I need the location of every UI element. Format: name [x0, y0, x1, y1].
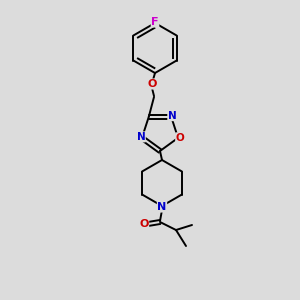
Text: F: F — [151, 17, 159, 27]
Text: N: N — [136, 132, 145, 142]
Text: O: O — [176, 133, 184, 143]
Text: O: O — [139, 219, 149, 229]
Text: O: O — [147, 79, 157, 89]
Text: N: N — [158, 202, 166, 212]
Text: N: N — [168, 111, 176, 121]
